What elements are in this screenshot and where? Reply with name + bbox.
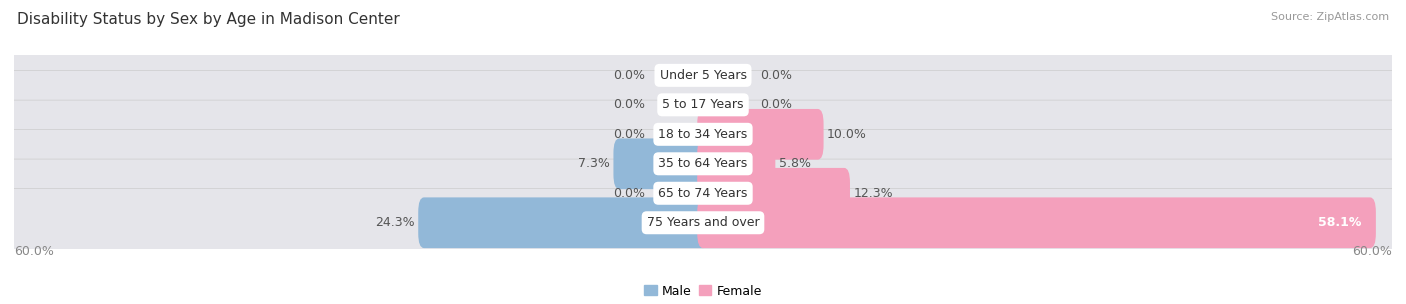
- FancyBboxPatch shape: [4, 159, 1402, 227]
- Text: Under 5 Years: Under 5 Years: [659, 69, 747, 82]
- FancyBboxPatch shape: [4, 100, 1402, 168]
- Text: Disability Status by Sex by Age in Madison Center: Disability Status by Sex by Age in Madis…: [17, 12, 399, 27]
- Text: 24.3%: 24.3%: [375, 216, 415, 229]
- Text: 75 Years and over: 75 Years and over: [647, 216, 759, 229]
- FancyBboxPatch shape: [4, 188, 1402, 257]
- Text: 35 to 64 Years: 35 to 64 Years: [658, 157, 748, 170]
- Text: 0.0%: 0.0%: [613, 187, 645, 200]
- Text: 65 to 74 Years: 65 to 74 Years: [658, 187, 748, 200]
- FancyBboxPatch shape: [418, 197, 709, 248]
- FancyBboxPatch shape: [697, 109, 824, 160]
- FancyBboxPatch shape: [4, 71, 1402, 139]
- Text: 60.0%: 60.0%: [14, 245, 53, 258]
- Text: 18 to 34 Years: 18 to 34 Years: [658, 128, 748, 141]
- FancyBboxPatch shape: [697, 197, 1376, 248]
- Text: 60.0%: 60.0%: [1353, 245, 1392, 258]
- Text: 12.3%: 12.3%: [853, 187, 893, 200]
- Text: 10.0%: 10.0%: [827, 128, 868, 141]
- Text: 58.1%: 58.1%: [1317, 216, 1361, 229]
- Text: 5 to 17 Years: 5 to 17 Years: [662, 98, 744, 111]
- Text: 0.0%: 0.0%: [613, 98, 645, 111]
- FancyBboxPatch shape: [697, 168, 851, 219]
- FancyBboxPatch shape: [613, 138, 709, 189]
- Legend: Male, Female: Male, Female: [644, 285, 762, 298]
- Text: 0.0%: 0.0%: [613, 69, 645, 82]
- Text: Source: ZipAtlas.com: Source: ZipAtlas.com: [1271, 12, 1389, 22]
- Text: 0.0%: 0.0%: [761, 69, 793, 82]
- FancyBboxPatch shape: [4, 41, 1402, 109]
- Text: 5.8%: 5.8%: [779, 157, 811, 170]
- FancyBboxPatch shape: [4, 130, 1402, 198]
- FancyBboxPatch shape: [697, 138, 775, 189]
- Text: 0.0%: 0.0%: [613, 128, 645, 141]
- Text: 0.0%: 0.0%: [761, 98, 793, 111]
- Text: 7.3%: 7.3%: [578, 157, 610, 170]
